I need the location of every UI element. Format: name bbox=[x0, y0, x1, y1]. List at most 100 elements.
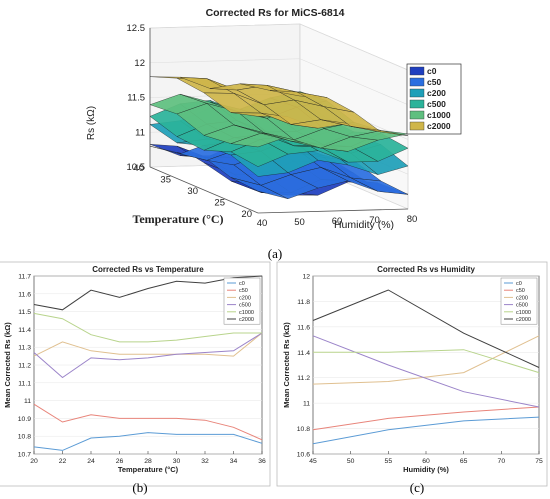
hum-y-tick-label: 12 bbox=[302, 274, 310, 281]
hum-y-tick-label: 11.4 bbox=[297, 350, 310, 357]
hum-y-tick-label: 10.6 bbox=[297, 452, 310, 459]
surface-legend-label: c0 bbox=[427, 66, 437, 76]
temp-y-axis-label: Mean Corrected Rs (kΩ) bbox=[3, 322, 12, 408]
hum-y-tick-label: 11.8 bbox=[297, 299, 310, 306]
temp-x-axis-label: Temperature (°C) bbox=[118, 465, 179, 474]
surface-legend-swatch bbox=[409, 110, 425, 120]
surface-grid-line bbox=[149, 23, 409, 71]
surface-layers bbox=[149, 76, 409, 199]
surface-legend-label: c50 bbox=[427, 77, 441, 87]
hum-y-axis-label: Mean Corrected Rs (kΩ) bbox=[282, 322, 291, 408]
hum-legend-label: c200 bbox=[516, 295, 528, 301]
hum-series-c2000 bbox=[312, 289, 540, 368]
surface-x-tick-label: 60 bbox=[332, 216, 343, 227]
hum-x-tick-label: 45 bbox=[309, 458, 317, 465]
temp-y-tick-label: 11.7 bbox=[18, 274, 31, 281]
temp-legend-label: c1000 bbox=[239, 310, 254, 316]
humidity-line-chart: Corrected Rs vs Humidity 10.6 10.8 11 11.2 11… bbox=[276, 261, 548, 487]
temp-legend-label: c500 bbox=[239, 303, 251, 309]
surface-z-tick-label: 10.5 bbox=[127, 162, 146, 173]
surface-legend-label: c200 bbox=[427, 88, 446, 98]
surface-plot-panel: Corrected Rs for MiCS-6814 10.51111.5121… bbox=[86, 7, 462, 231]
temp-series-c500 bbox=[33, 332, 263, 379]
hum-y-tick-label: 11.6 bbox=[297, 324, 310, 331]
surface-legend-swatch bbox=[409, 66, 425, 76]
temp-y-tick-label: 10.9 bbox=[18, 416, 31, 423]
hum-legend-label: c2000 bbox=[516, 317, 531, 323]
surface-x-tick-label: 70 bbox=[369, 215, 380, 226]
temp-x-tick-label: 34 bbox=[230, 458, 238, 465]
temp-y-tick-label: 11.5 bbox=[18, 309, 31, 316]
hum-x-tick-label: 70 bbox=[498, 458, 506, 465]
temp-x-tick-label: 28 bbox=[144, 458, 152, 465]
temp-legend-box bbox=[223, 277, 261, 325]
temp-y-tick-label: 10.8 bbox=[18, 434, 31, 441]
surface-x-axis-label: Humidity (%) bbox=[334, 219, 394, 231]
temp-y-tick-label: 11.6 bbox=[18, 291, 31, 298]
surface-legend-swatch bbox=[409, 88, 425, 98]
hum-series-c0 bbox=[312, 416, 540, 445]
temp-series-c200 bbox=[33, 332, 263, 357]
surface-legend-label: c2000 bbox=[427, 121, 451, 131]
temp-legend-label: c0 bbox=[239, 281, 245, 287]
hum-series-c1000 bbox=[313, 349, 540, 374]
panel-label-a: (a) bbox=[268, 246, 282, 261]
temp-legend-label: c50 bbox=[239, 288, 248, 294]
hum-legend-label: c1000 bbox=[516, 310, 531, 316]
temperature-line-chart: Corrected Rs vs Temperature 10.7 10.8 10.9 1… bbox=[0, 261, 271, 487]
hum-x-tick-label: 50 bbox=[347, 458, 355, 465]
hum-series-c200 bbox=[312, 335, 540, 385]
temp-x-tick-label: 30 bbox=[173, 458, 181, 465]
surface-y-tick-label: 25 bbox=[214, 198, 225, 209]
temp-x-tick-label: 22 bbox=[59, 458, 67, 465]
hum-x-tick-label: 60 bbox=[422, 458, 430, 465]
surface-cell bbox=[350, 126, 409, 136]
surface-legend-swatch bbox=[409, 121, 425, 131]
hum-series-c500 bbox=[312, 335, 540, 408]
hum-legend-label: c50 bbox=[516, 288, 525, 294]
surface-legend-label: c1000 bbox=[427, 110, 451, 120]
hum-y-tick-label: 10.8 bbox=[297, 426, 310, 433]
temp-title: Corrected Rs vs Temperature bbox=[92, 265, 204, 274]
surface-tick-labels: 10.5 11 11.5 12 12.5 20 25 30 35 40 40 50 60 70 80 bbox=[127, 23, 418, 229]
surface-x-tick-label: 80 bbox=[407, 214, 418, 225]
surface-cell bbox=[350, 177, 409, 195]
temp-series-c1000 bbox=[33, 312, 262, 343]
surface-y-tick-label: 35 bbox=[160, 175, 171, 186]
hum-x-tick-label: 65 bbox=[460, 458, 468, 465]
surface-y-tick-label: 20 bbox=[241, 209, 252, 220]
temp-x-tick-label: 20 bbox=[30, 458, 38, 465]
surface-z-axis-label: Rs (kΩ) bbox=[86, 106, 97, 140]
temp-y-tick-label: 11.4 bbox=[18, 327, 31, 334]
hum-y-tick-label: 11.2 bbox=[297, 375, 310, 382]
temp-x-tick-label: 32 bbox=[201, 458, 209, 465]
surface-legend-swatch bbox=[409, 99, 425, 109]
temp-y-tick-label: 11 bbox=[24, 398, 31, 405]
hum-series-c50 bbox=[312, 406, 540, 431]
temp-y-tick-label: 11.3 bbox=[18, 345, 31, 352]
surface-z-tick-label: 11 bbox=[135, 127, 145, 138]
temp-y-tick-label: 11.1 bbox=[18, 380, 31, 387]
surface-grid-line bbox=[149, 58, 409, 106]
surface-z-tick-label: 12.5 bbox=[127, 23, 146, 34]
hum-y-tick-label: 11 bbox=[303, 401, 310, 408]
panel-label-c: (c) bbox=[410, 480, 424, 495]
hum-x-axis-label: Humidity (%) bbox=[403, 465, 449, 474]
surface-floor-edge bbox=[149, 166, 409, 214]
surface-z-tick-label: 11.5 bbox=[127, 93, 145, 104]
hum-x-tick-label: 75 bbox=[535, 458, 543, 465]
surface-y-tick-label: 30 bbox=[187, 186, 198, 197]
surface-layer-c2000 bbox=[149, 76, 409, 136]
temp-x-tick-label: 36 bbox=[258, 458, 266, 465]
surface-z-tick-label: 12 bbox=[134, 58, 145, 69]
temp-y-tick-label: 10.7 bbox=[18, 452, 31, 459]
temp-y-tick-label: 11.2 bbox=[18, 363, 31, 370]
hum-legend-label: c0 bbox=[516, 281, 522, 287]
surface-y-axis-label: Temperature (°C) bbox=[132, 212, 223, 226]
temp-series-c50 bbox=[33, 403, 263, 441]
hum-title: Corrected Rs vs Humidity bbox=[377, 265, 475, 274]
temp-x-tick-label: 24 bbox=[87, 458, 95, 465]
surface-legend-label: c500 bbox=[427, 99, 446, 109]
